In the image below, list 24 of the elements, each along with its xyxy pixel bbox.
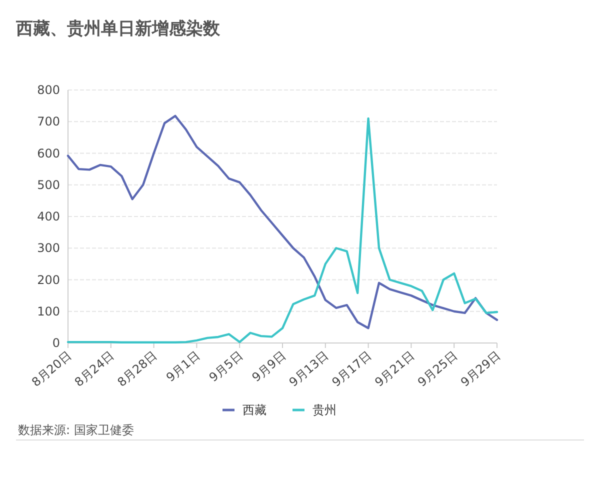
x-tick-label: 8月28日 xyxy=(114,348,160,390)
x-tick-label: 9月17日 xyxy=(329,348,374,390)
x-tick-label: 9月13日 xyxy=(286,348,332,390)
x-tick-label: 9月21日 xyxy=(372,348,418,390)
y-tick-label: 600 xyxy=(37,146,60,160)
y-tick-label: 700 xyxy=(37,114,60,129)
x-tick-label: 9月5日 xyxy=(206,348,246,385)
legend-label: 西藏 xyxy=(242,403,266,417)
y-tick-label: 500 xyxy=(37,178,60,192)
y-tick-label: 200 xyxy=(37,272,60,287)
y-tick-label: 300 xyxy=(37,241,60,256)
x-tick-label: 8月24日 xyxy=(72,348,117,390)
x-tick-label: 9月25日 xyxy=(415,348,460,390)
y-tick-label: 400 xyxy=(37,210,60,224)
x-tick-label: 9月1日 xyxy=(164,348,203,385)
x-tick-label: 8月20日 xyxy=(28,348,74,390)
source-note: 数据来源: 国家卫健委 xyxy=(18,423,134,437)
y-tick-label: 800 xyxy=(37,83,60,97)
y-tick-label: 0 xyxy=(52,336,60,350)
y-tick-label: 100 xyxy=(37,304,60,318)
chart-title: 西藏、贵州单日新增感染数 xyxy=(15,19,221,39)
legend-label: 贵州 xyxy=(312,403,336,417)
x-tick-label: 9月29日 xyxy=(458,348,503,390)
x-tick-label: 9月9日 xyxy=(249,348,288,385)
